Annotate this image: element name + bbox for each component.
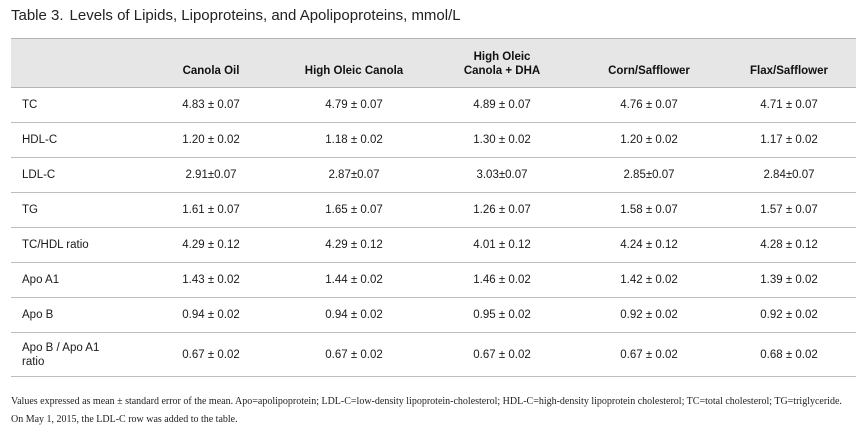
table-cell: 1.39 ± 0.02 — [722, 262, 856, 298]
table-notes: Values expressed as mean ± standard erro… — [11, 396, 856, 431]
table-cell: 1.20 ± 0.02 — [142, 122, 280, 158]
row-label: HDL-C — [11, 122, 142, 158]
table-cell: 0.92 ± 0.02 — [576, 297, 722, 333]
table-cell: 1.61 ± 0.07 — [142, 192, 280, 228]
table-row: TC 4.83 ± 0.07 4.79 ± 0.07 4.89 ± 0.07 4.76 … — [11, 87, 856, 123]
table-number: Table 3. — [11, 7, 64, 24]
table-cell: 1.43 ± 0.02 — [142, 262, 280, 298]
table-cell: 4.79 ± 0.07 — [280, 87, 428, 123]
table-cell: 4.29 ± 0.12 — [280, 227, 428, 263]
table-cell: 3.03±0.07 — [428, 157, 576, 193]
correction-note: On May 1, 2015, the LDL-C row was added … — [11, 413, 238, 425]
table-cell: 2.85±0.07 — [576, 157, 722, 193]
column-header-canola-oil: Canola Oil — [142, 38, 280, 88]
table-cell: 1.65 ± 0.07 — [280, 192, 428, 228]
table-cell: 1.17 ± 0.02 — [722, 122, 856, 158]
footnote: Values expressed as mean ± standard erro… — [11, 396, 842, 407]
table-cell: 0.95 ± 0.02 — [428, 297, 576, 333]
table-cell: 4.83 ± 0.07 — [142, 87, 280, 123]
table-cell: 2.87±0.07 — [280, 157, 428, 193]
table-cell: 1.26 ± 0.07 — [428, 192, 576, 228]
row-label: Apo B — [11, 297, 142, 333]
table-cell: 4.76 ± 0.07 — [576, 87, 722, 123]
table-row: LDL-C 2.91±0.07 2.87±0.07 3.03±0.07 2.85±0.0… — [11, 157, 856, 193]
row-label: Apo A1 — [11, 262, 142, 298]
table-cell: 4.29 ± 0.12 — [142, 227, 280, 263]
table-cell: 0.94 ± 0.02 — [280, 297, 428, 333]
table-cell: 1.42 ± 0.02 — [576, 262, 722, 298]
table-cell: 4.24 ± 0.12 — [576, 227, 722, 263]
table-cell: 2.91±0.07 — [142, 157, 280, 193]
table-title: Table 3. Levels of Lipids, Lipoproteins, … — [11, 7, 461, 24]
row-label: TC — [11, 87, 142, 123]
table-row: Apo B 0.94 ± 0.02 0.94 ± 0.02 0.95 ± 0.02 0.… — [11, 297, 856, 333]
table-cell: 1.30 ± 0.02 — [428, 122, 576, 158]
column-header-flax-safflower: Flax/Safflower — [722, 38, 856, 88]
table-cell: 2.84±0.07 — [722, 157, 856, 193]
table-cell: 0.67 ± 0.02 — [428, 332, 576, 377]
table-cell: 1.46 ± 0.02 — [428, 262, 576, 298]
column-header-empty — [11, 38, 142, 88]
table-cell: 4.89 ± 0.07 — [428, 87, 576, 123]
lipids-table: Canola Oil High Oleic Canola High Oleic C… — [11, 38, 856, 377]
table-row: Apo A1 1.43 ± 0.02 1.44 ± 0.02 1.46 ± 0.02 1… — [11, 262, 856, 298]
table-row: TC/HDL ratio 4.29 ± 0.12 4.29 ± 0.12 4.01 ±… — [11, 227, 856, 263]
table-cell: 0.94 ± 0.02 — [142, 297, 280, 333]
table-cell: 4.28 ± 0.12 — [722, 227, 856, 263]
column-header-high-oleic-canola: High Oleic Canola — [280, 38, 428, 88]
table-cell: 1.57 ± 0.07 — [722, 192, 856, 228]
row-label: LDL-C — [11, 157, 142, 193]
row-label: Apo B / Apo A1 ratio — [11, 332, 142, 377]
table-row: TG 1.61 ± 0.07 1.65 ± 0.07 1.26 ± 0.07 1.58 … — [11, 192, 856, 228]
table-cell: 1.18 ± 0.02 — [280, 122, 428, 158]
table-cell: 0.92 ± 0.02 — [722, 297, 856, 333]
table-row: HDL-C 1.20 ± 0.02 1.18 ± 0.02 1.30 ± 0.02 1.… — [11, 122, 856, 158]
table-caption: Levels of Lipids, Lipoproteins, and Apol… — [69, 7, 461, 24]
table-cell: 0.67 ± 0.02 — [576, 332, 722, 377]
table-cell: 1.58 ± 0.07 — [576, 192, 722, 228]
column-header-high-oleic-canola-dha: High Oleic Canola + DHA — [428, 38, 576, 88]
row-label: TC/HDL ratio — [11, 227, 142, 263]
table-cell: 1.20 ± 0.02 — [576, 122, 722, 158]
table-cell: 4.71 ± 0.07 — [722, 87, 856, 123]
table-header-row: Canola Oil High Oleic Canola High Oleic C… — [11, 38, 856, 88]
table-cell: 0.67 ± 0.02 — [142, 332, 280, 377]
row-label: TG — [11, 192, 142, 228]
column-header-corn-safflower: Corn/Safflower — [576, 38, 722, 88]
table-cell: 0.68 ± 0.02 — [722, 332, 856, 377]
table-cell: 4.01 ± 0.12 — [428, 227, 576, 263]
table-cell: 0.67 ± 0.02 — [280, 332, 428, 377]
table-row: Apo B / Apo A1 ratio 0.67 ± 0.02 0.67 ± 0.0… — [11, 332, 856, 377]
table-cell: 1.44 ± 0.02 — [280, 262, 428, 298]
